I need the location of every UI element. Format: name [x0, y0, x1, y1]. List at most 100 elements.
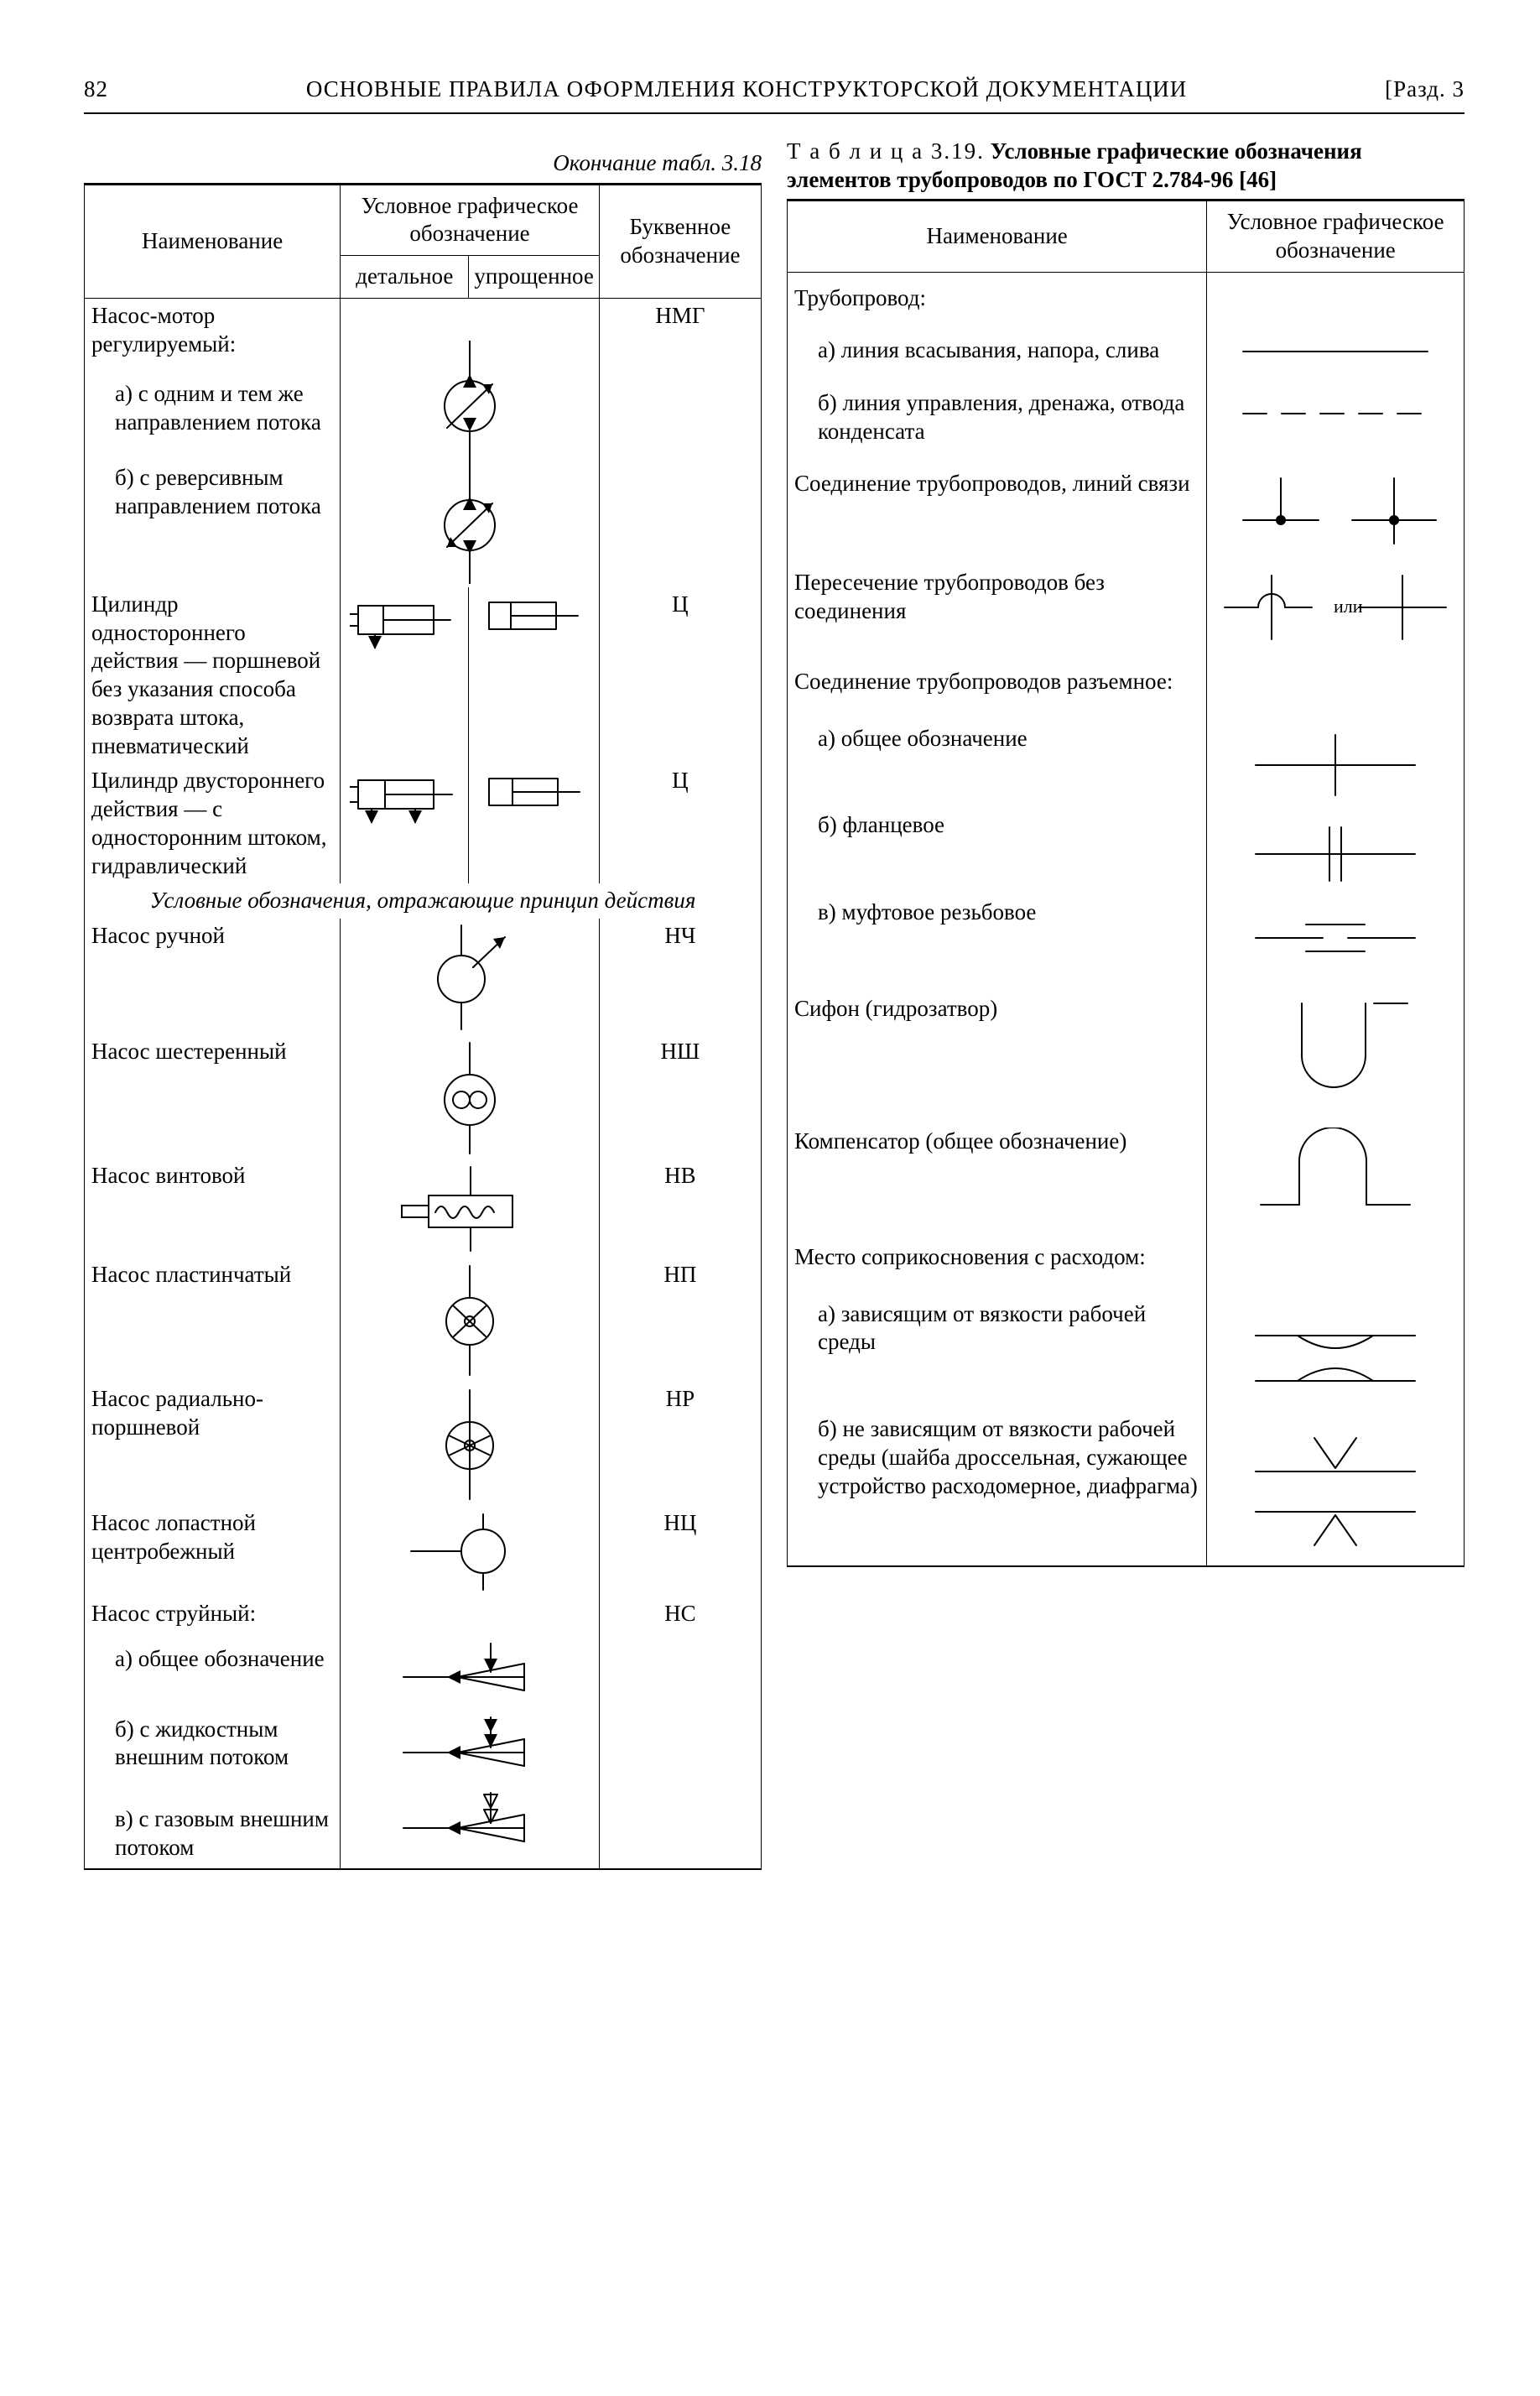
row-title: Соединение трубопроводов разъемное:	[794, 669, 1173, 694]
row-name: Соединение трубопроводов, линий связи	[788, 458, 1207, 557]
left-column: Окончание табл. 3.18 Наименование Условн…	[84, 138, 762, 1870]
table-319: Наименование Условное графическое обозна…	[787, 199, 1465, 1567]
row-title: Трубопровод:	[794, 285, 926, 310]
vane-pump-icon	[415, 1261, 524, 1378]
header-section: [Разд. 3	[1385, 76, 1465, 104]
table-row: Насос струйный: а) общее обозначение б) …	[85, 1596, 762, 1868]
row-sub-a: а) зависящим от вязкости рабочей среды	[794, 1300, 1199, 1357]
row-code: НП	[599, 1258, 761, 1382]
row-code: НР	[599, 1382, 761, 1506]
running-header: 82 ОСНОВНЫЕ ПРАВИЛА ОФОРМЛЕНИЯ КОНСТРУКТ…	[84, 76, 1465, 114]
row-code: НВ	[599, 1159, 761, 1258]
pipe-crossing-icon: или	[1218, 569, 1453, 644]
row-code: Ц	[599, 763, 761, 883]
table-row: Насос винтовой	[85, 1159, 762, 1258]
table-row: Соединение трубопроводов разъемное: а) о…	[788, 656, 1465, 983]
compensator-icon	[1247, 1128, 1423, 1220]
page: 82 ОСНОВНЫЕ ПРАВИЛА ОФОРМЛЕНИЯ КОНСТРУКТ…	[0, 0, 1540, 2396]
cylinder-double-detailed-icon	[350, 767, 459, 826]
row-code: НС	[599, 1596, 761, 1868]
siphon-icon	[1251, 995, 1419, 1104]
table-318-continuation: Окончание табл. 3.18	[84, 149, 762, 178]
table-row: Сифон (гидрозатвор)	[788, 983, 1465, 1116]
or-label: или	[1334, 596, 1363, 617]
detachable-general-icon	[1239, 727, 1432, 802]
row-title: Насос струйный:	[91, 1601, 256, 1626]
flow-diaphragm-icon	[1239, 1428, 1432, 1554]
header-title: ОСНОВНЫЕ ПРАВИЛА ОФОРМЛЕНИЯ КОНСТРУКТОРС…	[108, 76, 1385, 104]
row-sub-a: а) общее обозначение	[794, 725, 1199, 753]
pipe-solid-line-icon	[1235, 335, 1436, 368]
jet-pump-liquid-icon	[398, 1714, 541, 1789]
row-sub-a: а) линия всасывания, напора, слива	[794, 336, 1199, 365]
row-name: Цилиндр двустороннего действия — с однос…	[85, 763, 341, 883]
th-simplified: упрощенное	[469, 256, 599, 299]
table-row: Насос ручной	[85, 919, 762, 1034]
row-code: НЦ	[599, 1506, 761, 1596]
table-319-head: Наименование Условное графическое обозна…	[788, 201, 1465, 273]
row-name: Насос шестеренный	[85, 1034, 341, 1159]
screw-pump-icon	[398, 1162, 541, 1254]
row-name: Пересечение трубопроводов без соединения	[788, 557, 1207, 656]
row-sub-c: в) с газовым внешним потоком	[91, 1805, 333, 1862]
right-column: Т а б л и ц а 3.19. Условные графические…	[787, 138, 1465, 1870]
row-name: Насос радиально-поршневой	[85, 1382, 341, 1506]
table-318-head: Наименование Условное графическое обозна…	[85, 185, 762, 298]
table-subheading: Условные обозначения, отражающие принцип…	[85, 883, 762, 919]
row-sub-b: б) с реверсивным направлением потока	[91, 464, 333, 521]
th-graphic: Условное графическое обозначение	[341, 185, 600, 256]
th-graphic: Условное графическое обозначение	[1207, 201, 1465, 273]
row-name: Насос лопастной центробежный	[85, 1506, 341, 1596]
row-title: Насос-мотор регулируемый:	[91, 303, 236, 357]
row-name: Насос пластинчатый	[85, 1258, 341, 1382]
subhead-text: Условные обозначения, отражающие принцип…	[85, 883, 762, 919]
table-row: Соединение трубопроводов, линий связи	[788, 458, 1465, 557]
page-number: 82	[84, 76, 108, 104]
row-sub-a: а) с одним и тем же направлением потока	[91, 380, 333, 437]
row-code: НШ	[599, 1034, 761, 1159]
table-row: Насос пластинчатый	[85, 1258, 762, 1382]
table-row: Насос шестеренный	[85, 1034, 762, 1159]
row-name: Насос винтовой	[85, 1159, 341, 1258]
pump-motor-reverse-icon	[424, 466, 516, 584]
table-318: Наименование Условное графическое обозна…	[84, 183, 762, 1871]
pump-motor-same-dir-icon	[424, 341, 516, 466]
table-row: Цилиндр одностороннего действия — поршне…	[85, 587, 762, 764]
flow-viscosity-icon	[1239, 1310, 1432, 1403]
title-lead: Т а б л и ц а 3.19.	[787, 138, 985, 164]
detachable-flange-icon	[1239, 815, 1432, 891]
table-row: Насос радиально-поршневой	[85, 1382, 762, 1506]
th-name: Наименование	[788, 201, 1207, 273]
row-sub-b: б) линия управления, дренажа, отвода кон…	[794, 389, 1199, 446]
row-name: Сифон (гидрозатвор)	[788, 983, 1207, 1116]
table-row: Насос лопастной центробежный	[85, 1506, 762, 1596]
centrifugal-pump-icon	[403, 1509, 537, 1593]
two-column-layout: Окончание табл. 3.18 Наименование Условн…	[84, 138, 1465, 1870]
row-sub-b: б) фланцевое	[794, 811, 1199, 840]
jet-pump-general-icon	[398, 1638, 541, 1714]
cylinder-single-detailed-icon	[350, 591, 459, 649]
row-name: Цилиндр одностороннего действия — поршне…	[85, 587, 341, 764]
th-detailed: детальное	[341, 256, 469, 299]
row-name: Насос ручной	[85, 919, 341, 1034]
table-row: Место соприкосновения с расходом: а) зав…	[788, 1232, 1465, 1565]
row-title: Место соприкосновения с расходом:	[794, 1244, 1146, 1269]
cylinder-double-simple-icon	[484, 767, 585, 817]
pipe-dashed-line-icon	[1235, 397, 1436, 430]
row-sub-a: а) общее обозначение	[91, 1645, 333, 1674]
row-code: Ц	[599, 587, 761, 764]
row-sub-b: б) с жидкостным внешним потоком	[91, 1716, 333, 1773]
table-319-title: Т а б л и ц а 3.19. Условные графические…	[787, 138, 1465, 195]
table-row: Насос-мотор регулируемый: а) с одним и т…	[85, 298, 762, 587]
table-row: Цилиндр двустороннего действия — с однос…	[85, 763, 762, 883]
table-row: Трубопровод: а) линия всасывания, напора…	[788, 272, 1465, 458]
pipe-junction-icon	[1226, 470, 1444, 545]
row-code: НЧ	[599, 919, 761, 1034]
cylinder-single-simple-icon	[484, 591, 585, 641]
row-name: Компенсатор (общее обозначение)	[788, 1116, 1207, 1232]
jet-pump-gas-icon	[398, 1789, 541, 1865]
detachable-thread-icon	[1239, 904, 1432, 971]
radial-piston-pump-icon	[415, 1385, 524, 1503]
th-name: Наименование	[85, 185, 341, 298]
row-sub-c: в) муфтовое резьбовое	[794, 898, 1199, 927]
